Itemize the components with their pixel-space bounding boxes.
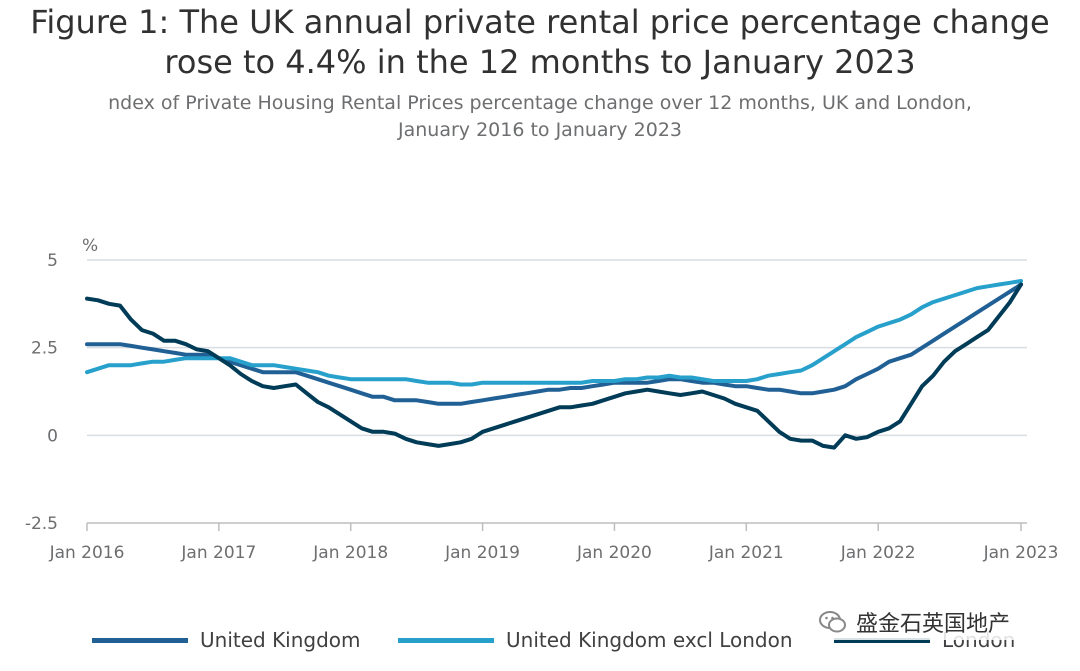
y-tick-label: 5: [47, 251, 58, 271]
line-chart: 5 2.5 0 -2.5 Jan 2016 Jan 2017 Jan 2018 Jan 201…: [25, 236, 1059, 563]
x-tick-label: Jan 2023: [983, 543, 1059, 563]
axes: 5 2.5 0 -2.5 Jan 2016 Jan 2017 Jan 2018 Jan 201…: [25, 251, 1059, 563]
wechat-icon: [819, 611, 846, 633]
series-lines: [85, 279, 1023, 450]
watermark-text: 盛金石英国地产: [856, 612, 1011, 637]
x-tick-label: Jan 2018: [312, 543, 388, 563]
chart-subtitle-line1: ndex of Private Housing Rental Prices pe…: [108, 92, 972, 114]
series-line-united-kingdom-excl-london: [85, 279, 1023, 387]
x-tick-label: Jan 2019: [444, 543, 520, 563]
chart-title-line1: Figure 1: The UK annual private rental p…: [30, 3, 1050, 41]
y-tick-label: 0: [47, 426, 58, 446]
x-tick-label: Jan 2021: [708, 543, 784, 563]
chart-title-line2: rose to 4.4% in the 12 months to January…: [164, 43, 916, 81]
legend-label-uk: United Kingdom: [200, 628, 361, 652]
chart-title: Figure 1: The UK annual private rental p…: [0, 2, 1080, 82]
legend-swatch-london: [834, 637, 930, 643]
legend-label-uk-excl-london: United Kingdom excl London: [506, 628, 793, 652]
y-axis-unit-label: %: [82, 236, 98, 256]
x-tick-label: Jan 2020: [576, 543, 652, 563]
chart-subtitle-line2: January 2016 to January 2023: [398, 119, 682, 141]
watermark: 盛金石英国地产: [812, 604, 1017, 640]
legend-item-uk-excl-london[interactable]: United Kingdom excl London: [398, 620, 793, 660]
y-tick-label: -2.5: [25, 514, 58, 534]
x-tick-label: Jan 2022: [840, 543, 916, 563]
legend-swatch-uk: [92, 637, 188, 643]
series-line-united-kingdom: [85, 282, 1023, 406]
legend-item-uk[interactable]: United Kingdom: [92, 620, 361, 660]
x-tick-label: Jan 2017: [180, 543, 256, 563]
y-tick-label: 2.5: [31, 339, 58, 359]
series-line-london: [85, 282, 1023, 450]
x-tick-label: Jan 2016: [49, 543, 125, 563]
legend-swatch-uk-excl-london: [398, 637, 494, 643]
chart-subtitle: ndex of Private Housing Rental Prices pe…: [0, 90, 1080, 144]
